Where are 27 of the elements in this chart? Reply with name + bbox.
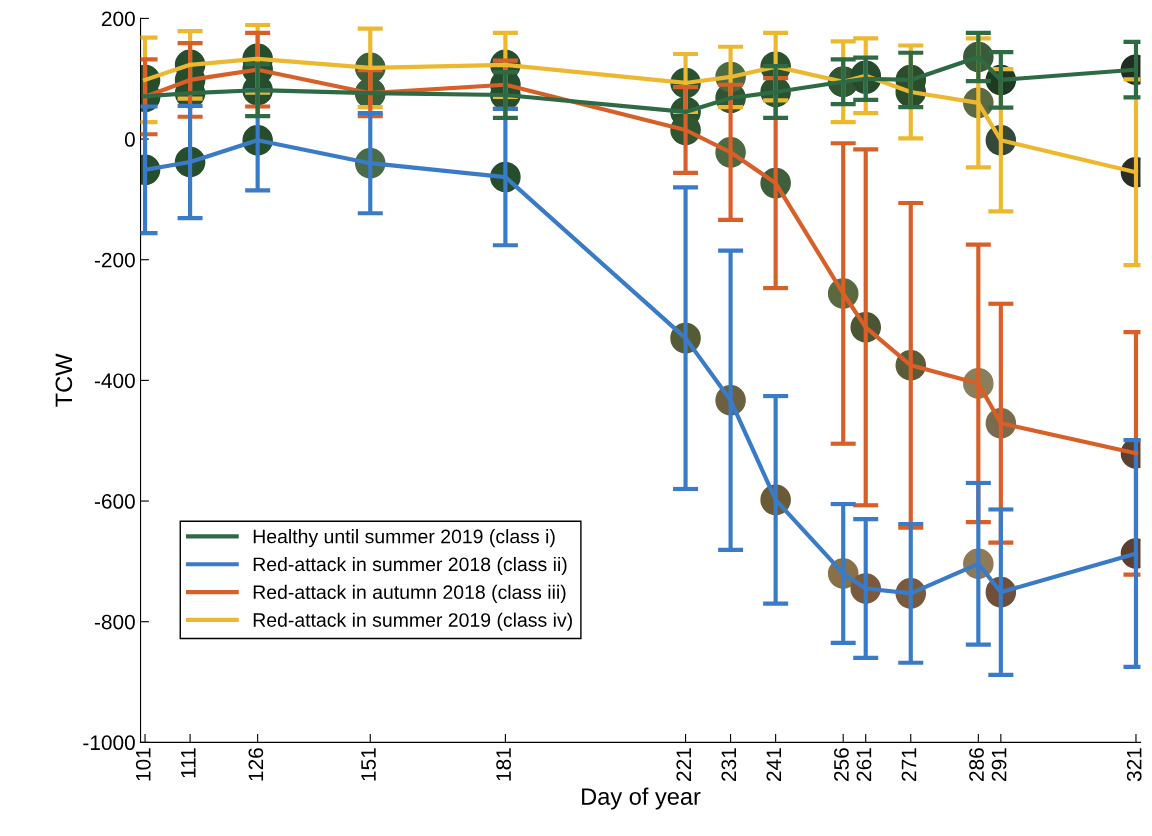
y-tick-label: -600	[94, 494, 135, 509]
x-tick-label: 241	[766, 748, 782, 781]
x-tick-label: 151	[361, 748, 376, 781]
legend-label: Healthy until summer 2019 (class i)	[253, 529, 555, 548]
x-tick-label: 231	[721, 748, 737, 781]
x-axis-title: Day of year	[582, 787, 701, 810]
legend-label: Red-attack in summer 2018 (class ii)	[253, 556, 567, 576]
x-tick-label: 321	[1126, 748, 1142, 782]
legend-label: Red-attack in autumn 2018 (class iii)	[253, 584, 566, 603]
x-tick-label: 286	[969, 748, 984, 781]
x-tick-label: 181	[496, 748, 511, 781]
x-tick-label: 271	[901, 748, 917, 781]
y-tick-label: -1000	[83, 735, 135, 751]
x-tick-label: 291	[991, 748, 1007, 781]
x-tick-label: 261	[856, 748, 872, 781]
x-tick-label: 126	[248, 748, 264, 781]
x-tick-label: 101	[135, 748, 151, 781]
x-tick-label: 256	[834, 748, 849, 781]
y-tick-label: 200	[101, 11, 135, 27]
y-tick-label: -400	[94, 373, 135, 389]
x-tick-label: 221	[676, 748, 691, 781]
y-tick-label: -800	[94, 614, 135, 630]
x-tick-label: 111	[181, 748, 196, 778]
y-tick-label: 0	[124, 132, 135, 147]
y-axis-title: TCW	[55, 353, 73, 407]
y-tick-label: -200	[94, 252, 135, 268]
legend-label: Red-attack in summer 2019 (class iv)	[253, 612, 572, 631]
